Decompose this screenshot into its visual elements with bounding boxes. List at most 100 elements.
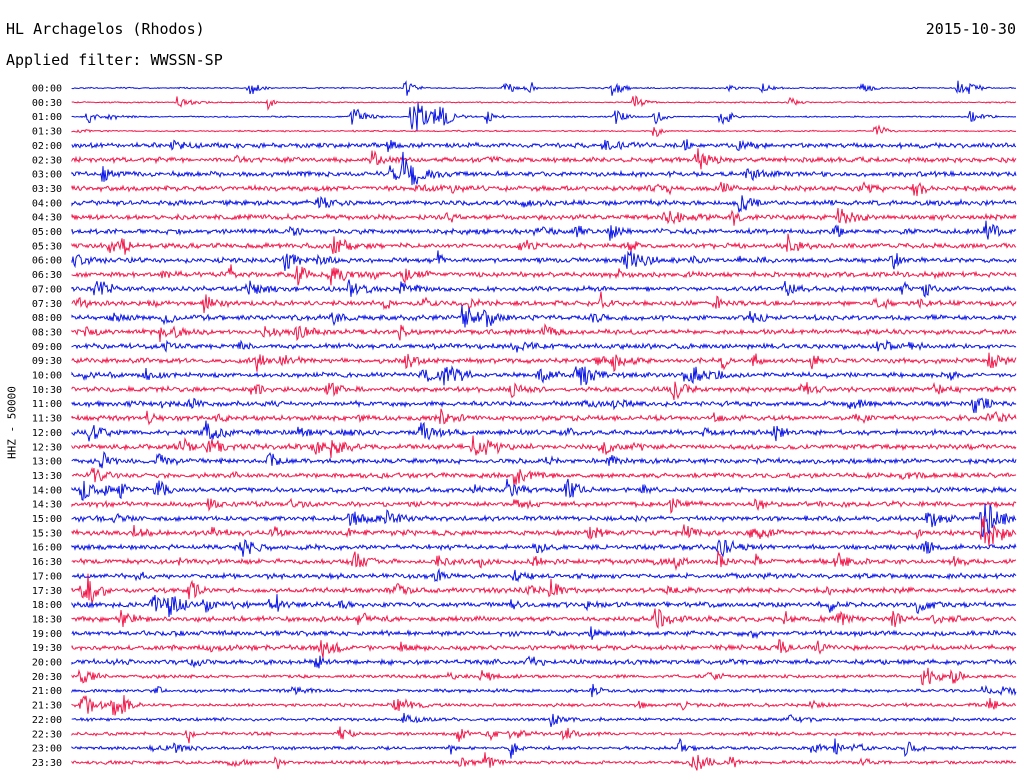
tick-label-2030: 20:30 (32, 672, 62, 683)
tick-label-0630: 06:30 (32, 270, 62, 281)
tick-label-1130: 11:30 (32, 414, 62, 425)
station-title: HL Archagelos (Rhodos) (6, 20, 205, 38)
trace-1500 (71, 503, 1017, 538)
trace-1300 (71, 451, 1017, 469)
trace-2130 (71, 695, 1017, 716)
trace-1330 (71, 466, 1017, 487)
trace-1630 (71, 550, 1017, 571)
tick-label-0330: 03:30 (32, 184, 62, 195)
trace-1430 (71, 497, 1017, 515)
tick-label-0900: 09:00 (32, 342, 62, 353)
tick-label-group: 00:00 00:30 01:00 01:30 02:00 02:30 03:00 03:30… (32, 84, 62, 769)
trace-1230 (71, 435, 1017, 458)
tick-label-1030: 10:30 (32, 385, 62, 396)
tick-label-0730: 07:30 (32, 299, 62, 310)
tick-label-0600: 06:00 (32, 256, 62, 267)
tick-label-2300: 23:00 (32, 744, 62, 755)
tick-label-1800: 18:00 (32, 600, 62, 611)
trace-2200 (71, 712, 1016, 728)
tick-label-0030: 00:30 (32, 98, 62, 109)
trace-0430 (71, 207, 1017, 226)
trace-0930 (71, 352, 1017, 373)
trace-0130 (71, 124, 1016, 138)
trace-0030 (71, 95, 1017, 111)
trace-0230 (71, 148, 1017, 170)
trace-1400 (71, 478, 1017, 501)
tick-label-0930: 09:30 (32, 356, 62, 367)
trace-2100 (71, 683, 1017, 698)
trace-1700 (71, 567, 1017, 583)
tick-label-2130: 21:30 (32, 701, 62, 712)
trace-1000 (71, 365, 1017, 386)
trace-1030 (71, 381, 1017, 401)
tick-label-2100: 21:00 (32, 686, 62, 697)
trace-0900 (71, 339, 1017, 353)
tick-label-0700: 07:00 (32, 284, 62, 295)
tick-label-1830: 18:30 (32, 614, 62, 625)
trace-1830 (71, 608, 1017, 629)
trace-0530 (71, 233, 1017, 255)
tick-label-0230: 02:30 (32, 155, 62, 166)
trace-0600 (71, 250, 1017, 271)
trace-0300 (71, 151, 1017, 186)
trace-0630 (71, 264, 1017, 286)
tick-label-0800: 08:00 (32, 313, 62, 324)
tick-label-0200: 02:00 (32, 141, 62, 152)
tick-label-0100: 01:00 (32, 112, 62, 123)
tick-label-1630: 16:30 (32, 557, 62, 568)
trace-1930 (71, 639, 1017, 658)
trace-0200 (71, 139, 1017, 153)
trace-0400 (71, 195, 1017, 213)
tick-label-1230: 12:30 (32, 442, 62, 453)
tick-label-2000: 20:00 (32, 658, 62, 669)
tick-label-0400: 04:00 (32, 198, 62, 209)
trace-1600 (71, 539, 1017, 557)
tick-label-1700: 17:00 (32, 571, 62, 582)
trace-1100 (71, 397, 1017, 414)
trace-0000 (71, 80, 1017, 96)
trace-0830 (71, 323, 1017, 343)
tick-label-1900: 19:00 (32, 629, 62, 640)
trace-2230 (71, 726, 1016, 744)
trace-1200 (71, 420, 1017, 442)
trace-1900 (71, 626, 1017, 640)
trace-2300 (71, 737, 1017, 759)
date-label: 2015-10-30 (925, 20, 1016, 38)
filter-label: Applied filter: WWSSN-SP (6, 51, 223, 69)
tick-label-1600: 16:00 (32, 543, 62, 554)
tick-label-0500: 05:00 (32, 227, 62, 238)
tick-label-0300: 03:00 (32, 170, 62, 181)
trace-1130 (71, 408, 1017, 426)
tick-label-1000: 10:00 (32, 371, 62, 382)
trace-0700 (71, 279, 1017, 298)
trace-2000 (71, 655, 1017, 669)
tick-label-1430: 14:30 (32, 500, 62, 511)
tick-label-0530: 05:30 (32, 241, 62, 252)
trace-0100 (71, 102, 1017, 132)
trace-1800 (71, 594, 1017, 618)
tick-label-0130: 01:30 (32, 127, 62, 138)
tick-label-1330: 13:30 (32, 471, 62, 482)
trace-group (71, 80, 1017, 771)
trace-0330 (71, 181, 1017, 197)
trace-1530 (71, 515, 1017, 547)
tick-label-1100: 11:00 (32, 399, 62, 410)
tick-label-1400: 14:00 (32, 485, 62, 496)
tick-label-1200: 12:00 (32, 428, 62, 439)
trace-0800 (71, 304, 1017, 328)
tick-label-1300: 13:00 (32, 457, 62, 468)
tick-label-0430: 04:30 (32, 213, 62, 224)
trace-2030 (71, 667, 1017, 686)
tick-label-2230: 22:30 (32, 729, 62, 740)
tick-label-2330: 23:30 (32, 758, 62, 769)
tick-label-1500: 15:00 (32, 514, 62, 525)
tick-label-1530: 15:30 (32, 528, 62, 539)
trace-0730 (71, 291, 1017, 314)
tick-label-0830: 08:30 (32, 327, 62, 338)
trace-2330 (71, 752, 1017, 771)
tick-label-0000: 00:00 (32, 84, 62, 95)
tick-label-1730: 17:30 (32, 586, 62, 597)
trace-0500 (71, 220, 1017, 241)
trace-1730 (71, 573, 1017, 604)
